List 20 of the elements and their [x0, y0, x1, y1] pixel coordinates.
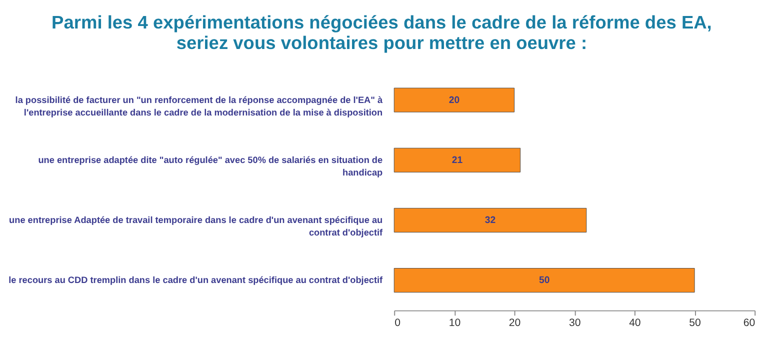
x-tick-label: 20 [508, 317, 521, 330]
y-tick-label: une entreprise Adaptée de travail temporaire dans le cadre d'un avenant spécifique au contrat d'objectif [9, 215, 384, 238]
bar [394, 268, 695, 293]
bar [394, 208, 587, 232]
data-label: 20 [448, 94, 460, 106]
y-tick-label: le recours au CDD tremplin dans le cadre d'un avenant spécifique au contrat d'objectif [8, 275, 384, 286]
x-tick-label: 10 [448, 317, 461, 330]
bar [394, 148, 521, 172]
y-tick-label: la possibilité de facturer un "un renforcement de la réponse accompagnée de l'EA" à l'entreprise accueillante dans le cadre de la modernisation de la mise à disposition [15, 94, 384, 118]
x-tick-label: 0 [394, 317, 401, 330]
x-tick-label: 30 [568, 317, 581, 330]
x-tick-label: 60 [743, 317, 756, 330]
chart-title: Parmi les 4 expérimentations négociées dans le cadre de la réforme des EA, seriez vous volontaires pour mettre en oeuvre : [52, 12, 712, 53]
x-tick-label: 50 [689, 317, 702, 330]
y-tick-label: une entreprise adaptée dite "auto régulée" avec 50% de salariés en situation de handicap [38, 155, 384, 178]
bar [394, 88, 515, 112]
data-label: 21 [452, 155, 464, 166]
x-tick-label: 40 [629, 317, 641, 330]
data-label: 32 [484, 215, 496, 226]
data-label: 50 [538, 275, 550, 286]
